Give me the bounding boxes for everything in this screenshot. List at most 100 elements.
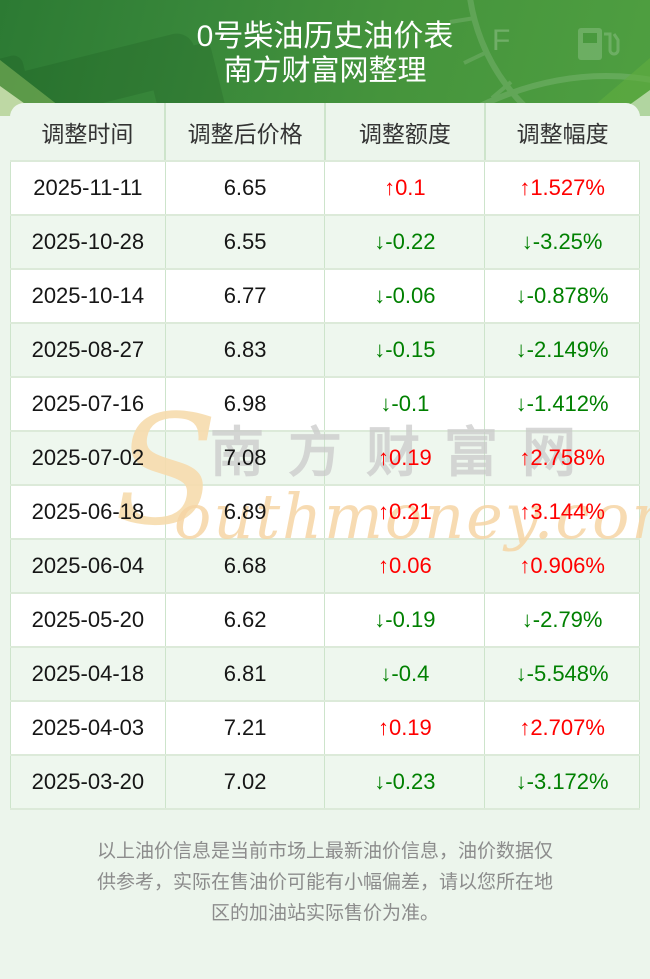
cell-change: ↓-0.1 — [324, 377, 486, 432]
price-value: 6.83 — [223, 337, 267, 362]
table-row: 2025-10-14 6.77 ↓-0.06 ↓-0.878% — [10, 269, 640, 324]
cell-change: ↓-0.15 — [324, 323, 486, 378]
date-value: 2025-05-20 — [31, 607, 145, 632]
table-row: 2025-10-28 6.55 ↓-0.22 ↓-3.25% — [10, 215, 640, 270]
cell-price: 6.77 — [165, 269, 326, 324]
cell-price: 7.21 — [165, 701, 326, 756]
change-value: ↓-0.15 — [374, 337, 436, 362]
date-value: 2025-04-03 — [31, 715, 145, 740]
table-header: 调整时间 调整后价格 调整额度 调整幅度 — [10, 103, 640, 162]
change-value: ↑0.19 — [377, 715, 432, 740]
price-value: 6.62 — [223, 607, 267, 632]
percent-value: ↓-2.79% — [521, 607, 603, 632]
cell-change: ↓-0.4 — [324, 647, 486, 702]
cell-price: 7.08 — [165, 431, 326, 486]
table-row: 2025-07-16 6.98 ↓-0.1 ↓-1.412% — [10, 377, 640, 432]
cell-change: ↓-0.23 — [324, 755, 486, 810]
percent-value: ↓-3.25% — [521, 229, 603, 254]
change-value: ↓-0.4 — [380, 661, 430, 686]
date-value: 2025-08-27 — [31, 337, 145, 362]
cell-percent: ↑0.906% — [484, 539, 640, 594]
price-value: 6.98 — [223, 391, 267, 416]
change-value: ↓-0.22 — [374, 229, 436, 254]
fuel-pump-icon — [578, 28, 620, 60]
change-value: ↑0.19 — [377, 445, 432, 470]
disclaimer-line: 供参考，实际在售油价可能有小幅偏差，请以您所在地 — [96, 872, 553, 893]
cell-date: 2025-04-18 — [10, 647, 166, 702]
cell-date: 2025-06-04 — [10, 539, 166, 594]
change-value: ↑0.21 — [377, 499, 432, 524]
page-title: 0号柴油历史油价表 — [196, 20, 454, 53]
date-value: 2025-06-18 — [31, 499, 145, 524]
cell-change: ↑0.21 — [324, 485, 486, 540]
cell-price: 6.55 — [165, 215, 326, 270]
table-row: 2025-06-04 6.68 ↑0.06 ↑0.906% — [10, 539, 640, 594]
cell-date: 2025-07-02 — [10, 431, 166, 486]
date-value: 2025-04-18 — [31, 661, 145, 686]
cell-price: 6.68 — [165, 539, 326, 594]
percent-value: ↑1.527% — [519, 175, 605, 200]
date-value: 2025-07-16 — [31, 391, 145, 416]
cell-percent: ↓-0.878% — [484, 269, 640, 324]
cell-price: 6.62 — [165, 593, 326, 648]
cell-price: 6.83 — [165, 323, 326, 378]
cell-change: ↑0.19 — [324, 431, 486, 486]
cell-percent: ↓-2.79% — [484, 593, 640, 648]
gauge-full-label: F — [492, 24, 510, 57]
price-value: 6.55 — [223, 229, 267, 254]
cell-date: 2025-04-03 — [10, 701, 166, 756]
page-subtitle: 南方财富网整理 — [223, 55, 427, 87]
cell-price: 6.98 — [165, 377, 326, 432]
column-header-price: 调整后价格 — [165, 103, 326, 162]
column-header-label: 调整后价格 — [187, 120, 303, 147]
column-header-label: 调整时间 — [41, 120, 134, 147]
cell-change: ↑0.19 — [324, 701, 486, 756]
corner-wedge-right — [582, 58, 650, 116]
cell-percent: ↓-3.25% — [484, 215, 640, 270]
cell-price: 7.02 — [165, 755, 326, 810]
date-value: 2025-07-02 — [31, 445, 145, 470]
change-value: ↓-0.1 — [380, 391, 430, 416]
date-value: 2025-06-04 — [31, 553, 145, 578]
price-value: 6.81 — [223, 661, 267, 686]
price-value: 7.02 — [223, 769, 267, 794]
disclaimer-line: 以上油价信息是当前市场上最新油价信息，油价数据仅 — [96, 841, 553, 862]
cell-percent: ↑1.527% — [484, 161, 640, 216]
cell-date: 2025-05-20 — [10, 593, 166, 648]
cell-date: 2025-07-16 — [10, 377, 166, 432]
table-row: 2025-04-18 6.81 ↓-0.4 ↓-5.548% — [10, 647, 640, 702]
price-value: 6.77 — [223, 283, 267, 308]
cell-percent: ↑2.707% — [484, 701, 640, 756]
percent-value: ↑2.758% — [519, 445, 605, 470]
disclaimer-line: 区的加油站实际售价为准。 — [210, 903, 439, 924]
percent-value: ↑0.906% — [519, 553, 605, 578]
percent-value: ↑3.144% — [519, 499, 605, 524]
table-row: 2025-03-20 7.02 ↓-0.23 ↓-3.172% — [10, 755, 640, 810]
table-row: 2025-05-20 6.62 ↓-0.19 ↓-2.79% — [10, 593, 640, 648]
change-value: ↓-0.23 — [374, 769, 436, 794]
price-value: 6.65 — [223, 175, 267, 200]
column-header-date: 调整时间 — [10, 103, 167, 162]
cell-change: ↓-0.06 — [324, 269, 486, 324]
price-value: 6.89 — [223, 499, 267, 524]
change-value: ↓-0.06 — [374, 283, 436, 308]
cell-date: 2025-08-27 — [10, 323, 166, 378]
column-header-percent: 调整幅度 — [484, 103, 640, 162]
percent-value: ↓-0.878% — [515, 283, 609, 308]
cell-change: ↑0.06 — [324, 539, 486, 594]
price-value: 7.21 — [223, 715, 267, 740]
change-value: ↑0.06 — [377, 553, 432, 578]
date-value: 2025-03-20 — [31, 769, 145, 794]
table-body: 2025-11-11 6.65 ↑0.1 ↑1.527% 2025-10-28 6.55 ↓… — [10, 161, 640, 810]
cell-percent: ↑3.144% — [484, 485, 640, 540]
price-table: 调整时间 调整后价格 调整额度 调整幅度 2025-11-11 6.65 ↑0.1 ↑… — [10, 103, 640, 810]
cell-date: 2025-10-14 — [10, 269, 166, 324]
header-banner: F 0号柴油历史油价表 南方财富网整理 — [0, 0, 650, 116]
table-header-row: 调整时间 调整后价格 调整额度 调整幅度 — [10, 103, 640, 162]
cell-change: ↓-0.19 — [324, 593, 486, 648]
date-value: 2025-10-14 — [31, 283, 145, 308]
percent-value: ↓-1.412% — [515, 391, 609, 416]
percent-value: ↓-2.149% — [515, 337, 609, 362]
table-row: 2025-08-27 6.83 ↓-0.15 ↓-2.149% — [10, 323, 640, 378]
cell-change: ↑0.1 — [324, 161, 486, 216]
